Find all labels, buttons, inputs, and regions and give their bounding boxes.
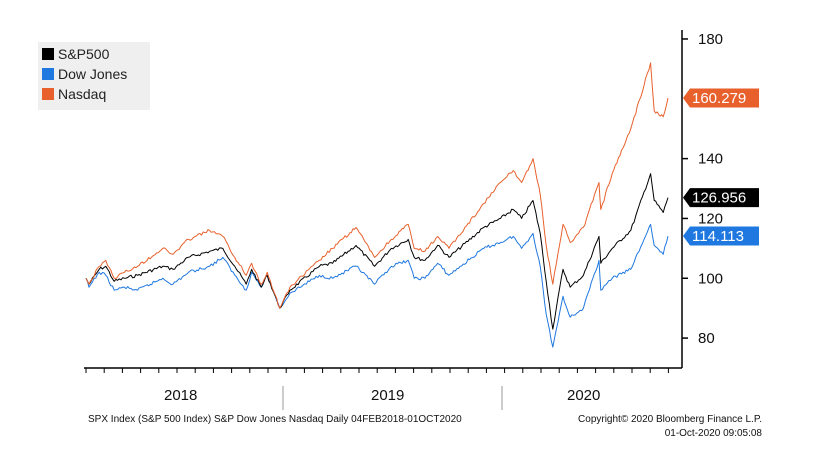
footer-description: SPX Index (S&P 500 Index) S&P Dow Jones … xyxy=(88,414,462,425)
legend-label: S&P500 xyxy=(58,46,110,62)
tag-background xyxy=(683,88,759,108)
legend-label: Nasdaq xyxy=(58,86,107,102)
year-label: 2018 xyxy=(164,387,198,404)
y-tick-label: 80 xyxy=(698,330,715,347)
series-line-nasdaq xyxy=(85,62,669,309)
y-tick-label: 140 xyxy=(698,151,723,168)
y-tick-label: 120 xyxy=(698,210,723,227)
last-value-tag-nasdaq: 160.279 xyxy=(683,88,759,108)
legend-swatch-sp500 xyxy=(42,48,54,60)
x-ticks xyxy=(85,368,669,373)
legend-label: Dow Jones xyxy=(58,66,128,82)
year-label: 2020 xyxy=(567,387,601,404)
tag-background xyxy=(683,188,759,208)
legend-swatch-dow-jones xyxy=(42,68,54,80)
last-value-tag-dow-jones: 114.113 xyxy=(683,226,759,246)
y-tick-label: 180 xyxy=(698,31,723,48)
last-value-tag-sp500: 126.956 xyxy=(683,188,759,208)
legend-item: Nasdaq xyxy=(42,84,150,104)
footer-timestamp: 01-Oct-2020 09:05:08 xyxy=(664,428,762,439)
series-line-sp500 xyxy=(85,173,669,330)
series-layer xyxy=(85,62,669,348)
series-line-dow-jones xyxy=(85,223,669,348)
year-label: 2019 xyxy=(371,387,405,404)
legend: S&P500 Dow Jones Nasdaq xyxy=(38,42,150,110)
y-ticks: 80 100 120 140 180 xyxy=(682,31,723,347)
footer-copyright: Copyright© 2020 Bloomberg Finance L.P. xyxy=(578,414,762,425)
tag-background xyxy=(683,226,759,246)
tag-label: 114.113 xyxy=(692,228,744,245)
tag-label: 160.279 xyxy=(692,90,746,107)
legend-item: S&P500 xyxy=(42,44,150,64)
last-value-tags: 126.956 114.113 160.279 xyxy=(683,88,759,246)
legend-swatch-nasdaq xyxy=(42,88,54,100)
legend-item: Dow Jones xyxy=(42,64,150,84)
y-tick-label: 100 xyxy=(698,270,723,287)
tag-label: 126.956 xyxy=(692,190,746,207)
